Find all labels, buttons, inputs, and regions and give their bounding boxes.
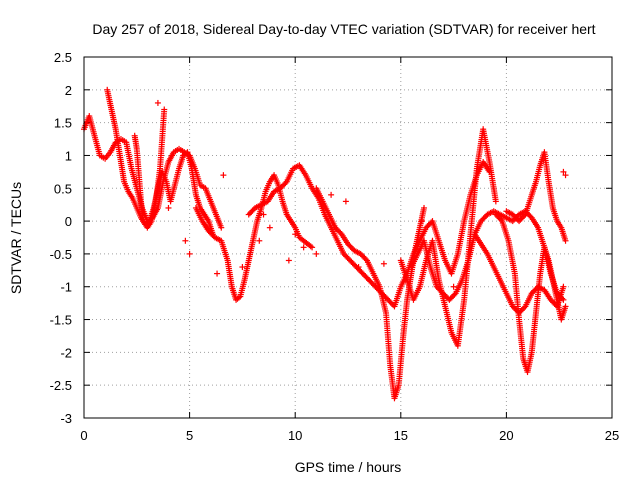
data-point [309, 244, 316, 251]
data-point [560, 283, 567, 290]
y-tick-label: -1 [60, 280, 72, 295]
plot-frame [83, 56, 613, 419]
data-point [186, 250, 193, 257]
data-point [313, 250, 320, 257]
data-point [492, 198, 499, 205]
chart-title: Day 257 of 2018, Sidereal Day-to-day VTE… [92, 21, 595, 37]
data-point [256, 237, 263, 244]
data-point [362, 256, 369, 263]
y-tick-label: 1 [65, 148, 72, 163]
data-point [562, 172, 569, 179]
data-point [154, 99, 161, 106]
data-point [562, 303, 569, 310]
x-tick-label: 0 [80, 428, 87, 443]
data-point [260, 211, 267, 218]
data-point [418, 218, 425, 225]
x-tick-label: 10 [288, 428, 302, 443]
data-point [239, 264, 246, 271]
y-tick-label: 0 [65, 214, 72, 229]
y-tick-label: 2 [65, 83, 72, 98]
data-point [355, 264, 362, 271]
data-point [165, 204, 172, 211]
x-tick-label: 20 [499, 428, 513, 443]
y-tick-label: -2 [60, 345, 72, 360]
data-point [380, 260, 387, 267]
data-point [161, 106, 168, 113]
y-axis-label: SDTVAR / TECUs [8, 182, 24, 294]
data-point [282, 180, 289, 187]
data-point [292, 231, 299, 238]
data-point [218, 224, 225, 231]
y-tick-label: 0.5 [54, 181, 72, 196]
data-point [497, 216, 504, 223]
points-layer [81, 86, 569, 402]
data-point [266, 224, 273, 231]
data-point [328, 191, 335, 198]
y-tick-label: -0.5 [50, 247, 72, 262]
data-point [560, 168, 567, 175]
data-point [214, 270, 221, 277]
x-axis-label: GPS time / hours [295, 459, 402, 475]
data-point [285, 257, 292, 264]
data-point [182, 237, 189, 244]
y-tick-label: -3 [60, 411, 72, 426]
x-tick-label: 5 [186, 428, 193, 443]
data-point [220, 172, 227, 179]
data-point [560, 296, 567, 303]
data-point [451, 291, 458, 298]
data-point [521, 304, 528, 311]
y-tick-label: -1.5 [50, 313, 72, 328]
ticks-layer: 0 5 10 15 20 25 2.5 2 1.5 1 0.5 0 -0.5 -1 -1.5 -2 -2.5 -3 [50, 50, 620, 443]
data-point [562, 237, 569, 244]
y-tick-label: 1.5 [54, 116, 72, 131]
data-point [342, 198, 349, 205]
x-tick-label: 15 [394, 428, 408, 443]
x-tick-label: 25 [605, 428, 619, 443]
data-point [521, 212, 528, 219]
y-tick-label: 2.5 [54, 50, 72, 65]
data-point [450, 283, 457, 290]
data-point [300, 244, 307, 251]
data-point [421, 204, 428, 211]
y-tick-label: -2.5 [50, 378, 72, 393]
